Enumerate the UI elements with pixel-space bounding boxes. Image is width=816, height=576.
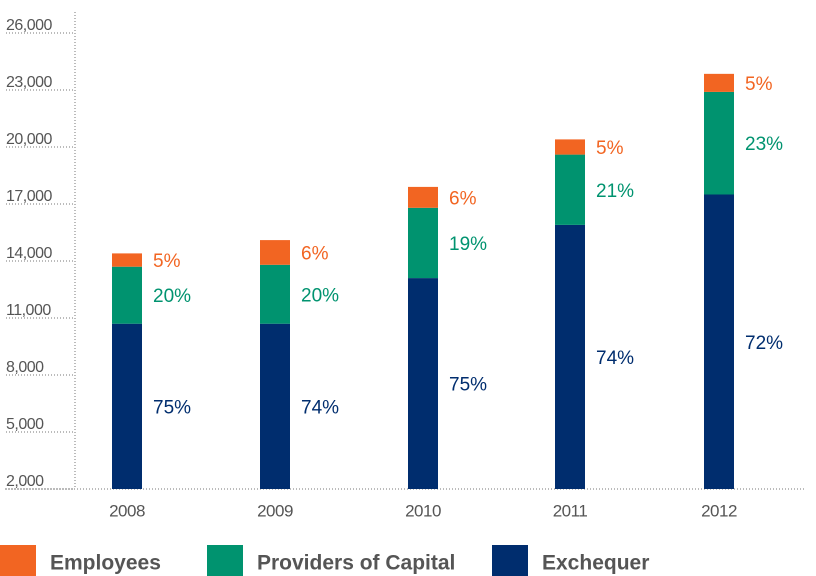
bar-segment: [408, 278, 438, 489]
percent-label: 6%: [301, 243, 329, 264]
y-tick-label: 23,000: [6, 74, 53, 91]
x-tick-label: 2008: [109, 501, 145, 520]
percent-label: 74%: [596, 348, 634, 369]
y-tick-label: 2,000: [6, 473, 44, 490]
bar-segment: [260, 240, 290, 265]
bar-segment: [112, 323, 142, 489]
bar-segment: [260, 323, 290, 489]
percent-label: 20%: [153, 286, 191, 307]
bar-segment: [555, 224, 585, 489]
percent-label: 72%: [745, 333, 783, 354]
bar-segment: [408, 186, 438, 208]
percent-label: 5%: [596, 138, 624, 159]
bar-segment: [260, 264, 290, 324]
bar-segment: [555, 154, 585, 225]
bar-segment: [408, 207, 438, 279]
percent-label: 19%: [449, 234, 487, 255]
x-tick-label: 2009: [257, 501, 293, 520]
percent-label: 20%: [301, 285, 339, 306]
legend-swatch: [492, 545, 528, 576]
y-tick-label: 26,000: [6, 17, 53, 34]
x-tick-label: 2011: [553, 501, 588, 520]
legend-label: Employees: [50, 552, 161, 575]
legend-swatch: [207, 545, 243, 576]
bar-segment: [112, 266, 142, 324]
percent-label: 21%: [596, 181, 634, 202]
percent-label: 74%: [301, 397, 339, 418]
bar-segment: [555, 139, 585, 155]
percent-label: 23%: [745, 134, 783, 155]
legend-label: Providers of Capital: [257, 552, 455, 575]
legend-label: Exchequer: [542, 552, 649, 575]
y-tick-label: 8,000: [6, 359, 44, 376]
y-tick-label: 5,000: [6, 416, 44, 433]
y-tick-label: 11,000: [6, 302, 51, 319]
percent-label: 6%: [449, 188, 477, 209]
percent-label: 5%: [745, 74, 773, 95]
bar-segment: [112, 253, 142, 267]
x-tick-label: 2012: [701, 501, 737, 520]
percent-label: 75%: [153, 397, 191, 418]
bar-segment: [704, 73, 734, 92]
x-tick-label: 2010: [405, 501, 441, 520]
y-tick-label: 14,000: [6, 245, 53, 262]
bar-segment: [704, 91, 734, 195]
y-tick-label: 20,000: [6, 131, 53, 148]
percent-label: 5%: [153, 251, 181, 272]
percent-label: 75%: [449, 375, 487, 396]
legend-swatch: [0, 545, 36, 576]
y-tick-label: 17,000: [6, 188, 53, 205]
bar-segment: [704, 194, 734, 489]
